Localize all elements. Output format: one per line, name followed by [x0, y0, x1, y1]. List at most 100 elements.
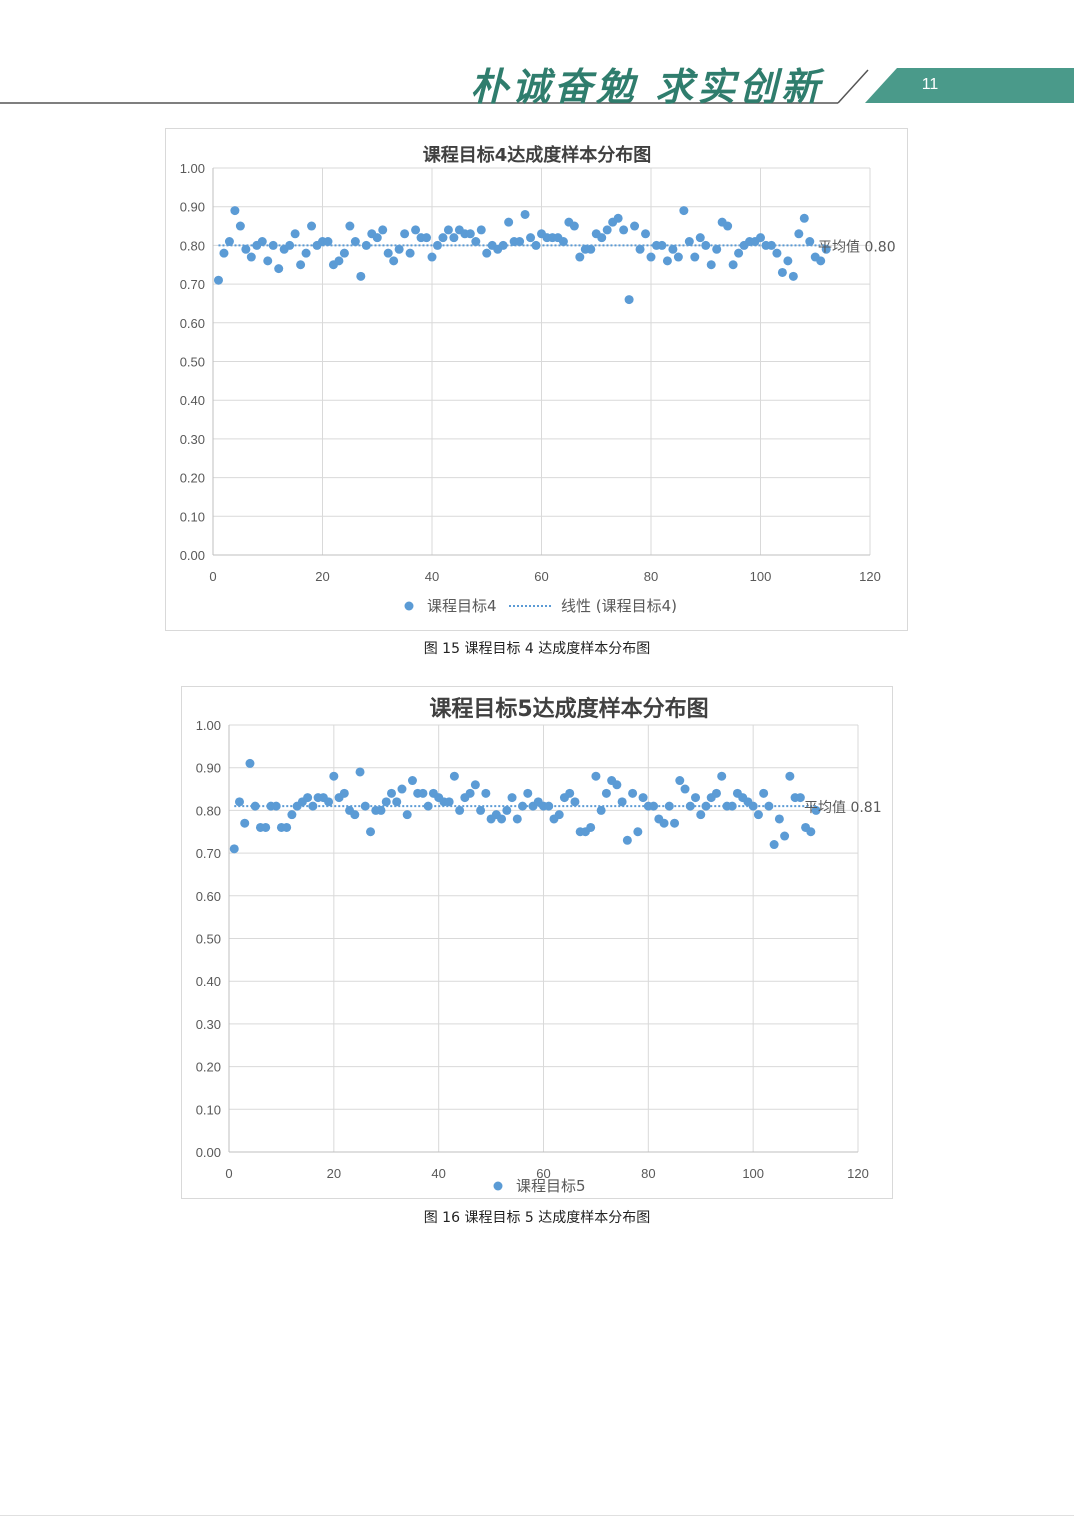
- data-point: [701, 801, 711, 811]
- data-point: [712, 244, 722, 254]
- data-point: [657, 240, 667, 250]
- data-point: [355, 767, 365, 777]
- data-point: [766, 240, 776, 250]
- data-point: [449, 771, 459, 781]
- data-point: [597, 233, 607, 243]
- data-point: [257, 237, 267, 247]
- data-point: [769, 840, 779, 850]
- data-point: [696, 810, 706, 820]
- x-tick-label: 20: [315, 569, 329, 584]
- y-tick-label: 0.70: [180, 277, 205, 292]
- data-point: [381, 797, 391, 807]
- data-point: [282, 822, 292, 832]
- data-point: [748, 801, 758, 811]
- data-point: [507, 793, 517, 803]
- data-point: [394, 244, 404, 254]
- data-point: [673, 252, 683, 262]
- legend-marker-points: [493, 1181, 503, 1191]
- data-point: [777, 267, 787, 277]
- data-point: [290, 229, 300, 239]
- data-point: [271, 801, 281, 811]
- legend-label-trendline: 线性 (课程目标4): [561, 597, 677, 615]
- data-point: [285, 240, 295, 250]
- data-point: [350, 810, 360, 820]
- data-point: [641, 229, 651, 239]
- header-decoration: [0, 68, 1074, 104]
- y-tick-label: 0.40: [196, 974, 221, 989]
- y-tick-label: 0.00: [196, 1145, 221, 1160]
- x-tick-label: 120: [859, 569, 881, 584]
- data-point: [476, 225, 486, 235]
- y-tick-label: 0.80: [180, 238, 205, 253]
- x-tick-label: 0: [209, 569, 216, 584]
- y-tick-label: 0.20: [196, 1060, 221, 1075]
- data-point: [624, 295, 634, 305]
- y-tick-label: 0.30: [196, 1017, 221, 1032]
- data-point: [727, 801, 737, 811]
- x-tick-label: 0: [225, 1166, 232, 1181]
- page-number-tab: [865, 68, 1074, 103]
- y-tick-label: 0.50: [180, 355, 205, 370]
- data-point: [366, 827, 376, 837]
- data-point: [646, 252, 656, 262]
- data-point: [821, 244, 831, 254]
- data-point: [455, 805, 465, 815]
- figure-15-caption: 图 15 课程目标 4 达成度样本分布图: [423, 641, 651, 657]
- data-point: [287, 810, 297, 820]
- average-annotation: 平均值 0.81: [804, 800, 882, 816]
- data-point: [481, 788, 491, 798]
- legend-label-points: 课程目标4: [427, 597, 497, 615]
- data-point: [339, 248, 349, 258]
- data-point: [774, 814, 784, 824]
- data-point: [301, 248, 311, 258]
- data-point: [423, 801, 433, 811]
- y-tick-label: 0.00: [180, 548, 205, 563]
- data-point: [638, 793, 648, 803]
- x-tick-label: 100: [750, 569, 772, 584]
- data-point: [361, 240, 371, 250]
- data-point: [635, 244, 645, 254]
- data-point: [764, 801, 774, 811]
- data-point: [245, 758, 255, 768]
- data-point: [235, 221, 245, 231]
- chart-2-frame: 课程目标5达成度样本分布图 0.00 0.10 0.20 0.30 0.40 0.50 0.6…: [181, 686, 893, 1199]
- data-point: [427, 252, 437, 262]
- header-motto: 朴诚奋勉 求实创新: [470, 64, 824, 109]
- page-header: 朴诚奋勉 求实创新 11: [0, 0, 1074, 110]
- x-tick-label: 80: [644, 569, 658, 584]
- y-tick-label: 0.50: [196, 932, 221, 947]
- data-point: [591, 771, 601, 781]
- x-tick-label: 60: [534, 569, 548, 584]
- data-point: [470, 780, 480, 790]
- y-tick-label: 0.60: [180, 316, 205, 331]
- data-point: [397, 784, 407, 794]
- data-point: [649, 801, 659, 811]
- data-point: [780, 831, 790, 841]
- data-point: [356, 271, 366, 281]
- data-point: [376, 805, 386, 815]
- figure-16-caption: 图 16 课程目标 5 达成度样本分布图: [423, 1210, 651, 1226]
- y-tick-label: 0.60: [196, 889, 221, 904]
- page-number: 11: [921, 76, 939, 93]
- data-point: [323, 237, 333, 247]
- data-point: [339, 788, 349, 798]
- data-point: [586, 244, 596, 254]
- data-point: [476, 805, 486, 815]
- data-point: [405, 248, 415, 258]
- x-tick-label: 100: [742, 1166, 764, 1181]
- data-point: [569, 221, 579, 231]
- x-tick-label: 120: [847, 1166, 869, 1181]
- data-point: [526, 233, 536, 243]
- data-point: [675, 776, 685, 786]
- data-point: [443, 225, 453, 235]
- data-point: [504, 217, 514, 227]
- y-tick-label: 0.80: [196, 803, 221, 818]
- data-point: [422, 233, 432, 243]
- data-point: [662, 256, 672, 266]
- data-point: [213, 275, 223, 285]
- data-point: [679, 206, 689, 216]
- y-tick-label: 0.40: [180, 393, 205, 408]
- data-point: [734, 248, 744, 258]
- data-point: [602, 225, 612, 235]
- data-point: [613, 213, 623, 223]
